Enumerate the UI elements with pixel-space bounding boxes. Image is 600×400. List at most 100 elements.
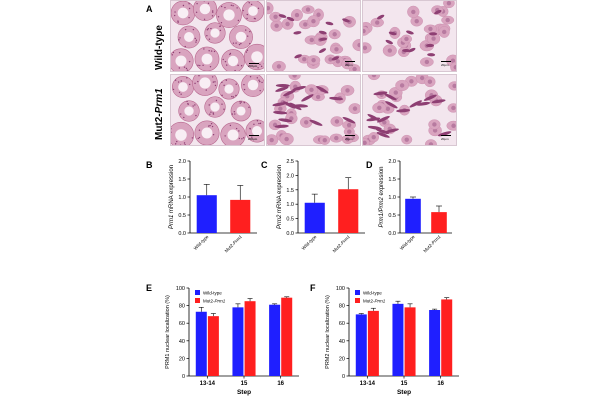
spermatid-head (384, 93, 397, 101)
tubule-lumen (184, 106, 194, 116)
y-axis-label-italic: Prm2 (277, 214, 283, 229)
spermatid-head (434, 10, 442, 15)
tubule-lumen (175, 129, 187, 141)
scalebar-label-0: 200μm (248, 64, 258, 68)
tubule-lumen (247, 79, 259, 91)
nucleus (212, 11, 214, 13)
cell (367, 75, 381, 81)
y-tick-label: 0.0 (388, 231, 396, 237)
x-tick-label: Wild-type (193, 234, 210, 251)
micrograph-wt-high-mag-2 (362, 0, 457, 72)
nucleus (198, 75, 200, 77)
y-axis-label-italic: Prm1/Prm2 (379, 197, 385, 228)
nucleus (178, 67, 181, 69)
spermatid-head (331, 56, 340, 61)
cell-nucleus (305, 7, 311, 12)
nucleus (256, 77, 259, 79)
tubule-lumen (178, 82, 188, 92)
x-tick-label: 16 (437, 381, 444, 387)
cell-nucleus (450, 58, 456, 63)
y-tick-label: 2.5 (286, 159, 294, 165)
y-tick-label: 100 (176, 286, 185, 292)
nucleus (237, 19, 240, 22)
cell-nucleus (311, 57, 316, 63)
nucleus (235, 42, 237, 44)
y-axis-label: Prm1 mRNA expression (169, 165, 175, 229)
y-tick-label: 40 (339, 339, 345, 345)
nucleus (234, 69, 236, 71)
cell-nucleus (363, 45, 368, 51)
scalebar-line-1 (345, 61, 355, 62)
cell-nucleus (285, 21, 290, 27)
legend-label: Mut2-Prm1 (203, 299, 226, 304)
cell-nucleus (347, 129, 352, 134)
spermatid-head (426, 43, 435, 48)
nucleus (235, 83, 237, 85)
cell-nucleus (375, 20, 380, 25)
nucleus (224, 6, 226, 9)
tubule-lumen (224, 84, 234, 94)
x-axis-label: Step (237, 389, 251, 396)
nucleus (208, 38, 211, 40)
nucleus (188, 60, 191, 63)
spermatid-head (342, 18, 350, 23)
nucleus (249, 42, 251, 45)
nucleus (238, 137, 241, 140)
nucleus (232, 96, 235, 98)
nucleus (259, 80, 261, 83)
spermatid-head (409, 100, 422, 108)
spermatid-head (286, 16, 295, 22)
nucleus (212, 133, 215, 136)
nucleus (243, 83, 245, 86)
nucleus (234, 113, 236, 115)
nucleus (231, 113, 234, 115)
tubule-lumen (210, 28, 220, 38)
cell-nucleus (309, 87, 314, 93)
tubule-lumen (199, 77, 211, 89)
nucleus (171, 54, 173, 56)
spermatid-head (294, 54, 302, 59)
spermatid-head (318, 48, 327, 54)
y-tick-label: 1.5 (178, 177, 186, 183)
tubule-lumen (251, 51, 263, 63)
cell-nucleus (409, 79, 414, 84)
nucleus (214, 84, 217, 87)
panel-b-letter: B (146, 160, 153, 170)
nucleus (259, 89, 261, 92)
x-tick-label: Wild-type (301, 234, 318, 251)
nucleus (219, 29, 222, 32)
nucleus (198, 136, 201, 139)
cell-nucleus (427, 79, 433, 84)
nucleus (213, 50, 216, 53)
x-tick-label: 13-14 (200, 381, 216, 387)
cell-nucleus (352, 106, 358, 111)
nucleus (212, 113, 215, 115)
y-tick-label: 0.5 (286, 217, 294, 223)
nucleus (250, 3, 253, 6)
nucleus (185, 67, 188, 70)
cell-nucleus (274, 23, 279, 29)
y-tick-label: 60 (339, 321, 345, 327)
nucleus (208, 104, 210, 106)
cell-nucleus (345, 61, 350, 66)
spermatid-head (376, 131, 390, 138)
nucleus (172, 51, 175, 54)
nucleus (211, 125, 214, 128)
nucleus (183, 66, 186, 68)
nucleus (207, 27, 209, 30)
y-axis-label: Prm1/Prm2 expression (379, 166, 385, 227)
y-tick-label: 60 (179, 321, 185, 327)
nucleus (212, 112, 214, 114)
cell-nucleus (311, 19, 316, 24)
nucleus (214, 81, 216, 83)
cell-nucleus (382, 120, 387, 125)
panel-d-letter: D (366, 160, 373, 170)
nucleus (253, 17, 256, 20)
bar-wild-type (392, 303, 404, 376)
scalebar-line-4 (345, 135, 355, 136)
nucleus (177, 20, 179, 22)
tubule-lumen (223, 9, 235, 21)
nucleus (222, 58, 224, 61)
spermatid-head (402, 48, 411, 53)
